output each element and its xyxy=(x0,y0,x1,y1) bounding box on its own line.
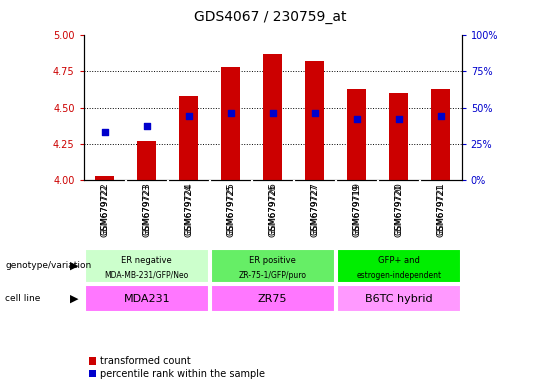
Legend: transformed count, percentile rank within the sample: transformed count, percentile rank withi… xyxy=(89,356,265,379)
Text: GSM679722: GSM679722 xyxy=(100,184,109,235)
Text: GSM679727: GSM679727 xyxy=(310,184,319,235)
Text: GSM679723: GSM679723 xyxy=(142,184,151,235)
Bar xyxy=(137,141,156,180)
Text: cell line: cell line xyxy=(5,294,41,303)
Text: GSM679720: GSM679720 xyxy=(394,184,403,235)
Text: GSM679725: GSM679725 xyxy=(226,182,235,237)
Text: GSM679726: GSM679726 xyxy=(268,184,277,235)
Bar xyxy=(85,249,209,283)
Bar xyxy=(85,285,209,312)
Text: GSM679719: GSM679719 xyxy=(352,182,361,237)
Point xyxy=(353,116,361,122)
Text: GSM679725: GSM679725 xyxy=(226,184,235,235)
Text: GSM679721: GSM679721 xyxy=(436,184,445,235)
Bar xyxy=(211,249,335,283)
Text: MDA231: MDA231 xyxy=(123,293,170,304)
Bar xyxy=(336,285,461,312)
Point xyxy=(100,129,109,136)
Text: GSM679724: GSM679724 xyxy=(184,182,193,237)
Text: GSM679721: GSM679721 xyxy=(436,182,445,237)
Point xyxy=(394,116,403,122)
Text: GSM679723: GSM679723 xyxy=(142,182,151,237)
Text: GSM679726: GSM679726 xyxy=(268,182,277,237)
Text: GSM679727: GSM679727 xyxy=(310,182,319,237)
Text: ZR-75-1/GFP/puro: ZR-75-1/GFP/puro xyxy=(239,271,307,280)
Text: estrogen-independent: estrogen-independent xyxy=(356,271,441,280)
Text: GFP+ and: GFP+ and xyxy=(378,256,420,265)
Point xyxy=(184,113,193,119)
Text: GSM679724: GSM679724 xyxy=(184,184,193,235)
Text: ER negative: ER negative xyxy=(122,256,172,265)
Point xyxy=(310,110,319,116)
Text: ▶: ▶ xyxy=(70,293,78,304)
Bar xyxy=(179,96,198,180)
Text: GSM679720: GSM679720 xyxy=(394,182,403,237)
Point xyxy=(226,110,235,116)
Bar xyxy=(389,93,408,180)
Point xyxy=(268,110,277,116)
Point xyxy=(143,123,151,129)
Text: ▶: ▶ xyxy=(70,261,78,271)
Text: genotype/variation: genotype/variation xyxy=(5,262,92,270)
Point xyxy=(436,113,445,119)
Bar xyxy=(211,285,335,312)
Text: B6TC hybrid: B6TC hybrid xyxy=(365,293,433,304)
Bar xyxy=(347,89,366,180)
Text: GSM679719: GSM679719 xyxy=(352,184,361,235)
Text: ZR75: ZR75 xyxy=(258,293,287,304)
Bar xyxy=(431,89,450,180)
Bar xyxy=(264,53,282,180)
Bar xyxy=(95,176,114,180)
Text: GDS4067 / 230759_at: GDS4067 / 230759_at xyxy=(194,10,346,24)
Bar xyxy=(221,67,240,180)
Bar xyxy=(305,61,324,180)
Bar xyxy=(336,249,461,283)
Text: GSM679722: GSM679722 xyxy=(100,182,109,237)
Text: ER positive: ER positive xyxy=(249,256,296,265)
Text: MDA-MB-231/GFP/Neo: MDA-MB-231/GFP/Neo xyxy=(105,271,189,280)
